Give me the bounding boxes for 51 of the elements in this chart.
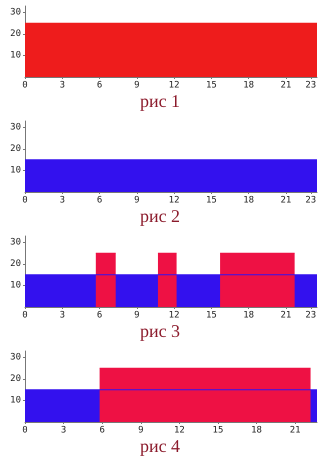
x-tick-label: 6 — [99, 426, 105, 436]
x-tick-label: 0 — [22, 426, 28, 436]
x-tick-label: 6 — [96, 80, 102, 90]
x-tick-label: 3 — [60, 310, 65, 320]
y-tick-label: 30 — [10, 352, 21, 362]
x-tick-label: 15 — [206, 80, 217, 90]
x-tick-label: 21 — [280, 310, 292, 320]
x-tick-label: 0 — [22, 80, 28, 90]
x-tick-label: 15 — [206, 196, 217, 206]
x-tick-label: 18 — [251, 426, 262, 436]
x-tick-label: 6 — [96, 196, 102, 206]
y-tick-label: 20 — [10, 374, 21, 384]
x-tick-label: 21 — [280, 80, 292, 90]
y-tick-label: 30 — [10, 122, 21, 132]
x-tick-label: 15 — [212, 426, 224, 436]
x-tick-label: 3 — [60, 80, 65, 90]
x-tick-label: 3 — [60, 196, 65, 206]
x-tick-label: 0 — [22, 310, 28, 320]
y-tick-label: 30 — [10, 7, 21, 18]
x-tick-label: 12 — [174, 426, 185, 436]
x-tick-label: 9 — [134, 80, 140, 90]
x-tick-label: 9 — [138, 426, 144, 436]
x-tick-label: 21 — [280, 196, 292, 206]
y-tick-label: 30 — [10, 237, 21, 248]
x-tick-label: 12 — [168, 196, 180, 206]
x-tick-label: 12 — [168, 80, 180, 90]
x-tick-label: 12 — [168, 310, 180, 320]
text: рис 4 — [140, 436, 180, 456]
x-tick-label: 18 — [243, 310, 254, 320]
text: рис 2 — [140, 206, 180, 226]
x-tick-label: 3 — [60, 426, 66, 436]
y-tick-label: 10 — [10, 395, 21, 406]
x-tick-label: 9 — [134, 310, 140, 320]
y-tick-label: 10 — [10, 165, 21, 176]
x-tick-label: 21 — [290, 426, 301, 436]
x-tick-label: 18 — [243, 196, 254, 206]
text: рис 3 — [140, 321, 180, 341]
y-tick-label: 10 — [10, 280, 21, 290]
x-tick-label: 18 — [243, 80, 254, 90]
x-tick-label: 23 — [305, 80, 316, 90]
x-tick-label: 23 — [305, 196, 316, 206]
y-tick-label: 20 — [10, 28, 21, 39]
x-tick-label: 15 — [206, 310, 217, 320]
x-tick-label: 9 — [134, 196, 140, 206]
x-tick-label: 23 — [305, 310, 316, 320]
x-tick-label: 0 — [22, 196, 28, 206]
x-tick-label: 6 — [96, 310, 102, 320]
y-tick-label: 20 — [10, 144, 21, 154]
text: рис 1 — [140, 91, 180, 111]
y-tick-label: 10 — [10, 50, 21, 60]
y-tick-label: 20 — [10, 258, 21, 269]
